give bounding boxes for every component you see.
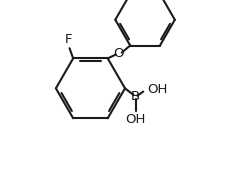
- Text: B: B: [131, 90, 140, 103]
- Text: OH: OH: [148, 83, 168, 96]
- Text: OH: OH: [125, 113, 146, 126]
- Text: F: F: [64, 33, 72, 46]
- Text: O: O: [113, 47, 124, 60]
